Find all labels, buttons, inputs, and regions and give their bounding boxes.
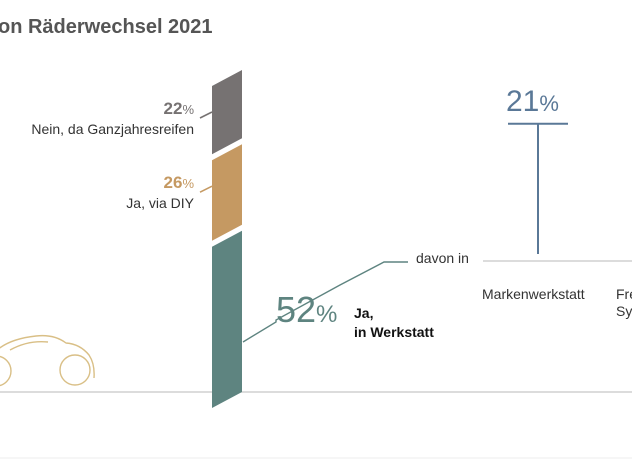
- stack-segment-1: [212, 144, 242, 241]
- chart-title: on Räderwechsel 2021: [0, 16, 213, 38]
- stack-segment-label-2: Nein, da Ganzjahresreifen: [31, 121, 194, 137]
- breakdown-label-freie-line1: Fre: [616, 286, 632, 302]
- werkstatt-label-line1: Ja,: [354, 305, 373, 321]
- breakdown-connector-label: davon in: [416, 250, 469, 266]
- stack-leader-1: [199, 185, 213, 193]
- stack-segment-percentage-1: 26%: [164, 173, 195, 192]
- breakdown-connector-line: [242, 261, 408, 343]
- breakdown-label-markenwerkstatt: Markenwerkstatt: [482, 286, 585, 302]
- car-outline-icon: [0, 334, 95, 387]
- stacked-bar: [212, 70, 242, 408]
- stack-segment-label-1: Ja, via DIY: [126, 195, 194, 211]
- stack-leader-2: [199, 111, 213, 119]
- stack-segment-0: [212, 230, 242, 408]
- stack-segment-2: [212, 70, 242, 155]
- werkstatt-percentage: 52%: [276, 289, 337, 330]
- breakdown-label-freie-line2: Sy: [616, 303, 632, 319]
- breakdown-bars: [508, 122, 568, 254]
- stack-segment-percentage-2: 22%: [164, 99, 195, 118]
- markenwerkstatt-percentage: 21%: [506, 85, 559, 118]
- werkstatt-callout: 52% Ja, in Werkstatt: [276, 289, 434, 340]
- werkstatt-label-line2: in Werkstatt: [354, 324, 434, 340]
- stacked-bar-labels: 26% Ja, via DIY 22% Nein, da Ganzjahresreif…: [31, 99, 213, 211]
